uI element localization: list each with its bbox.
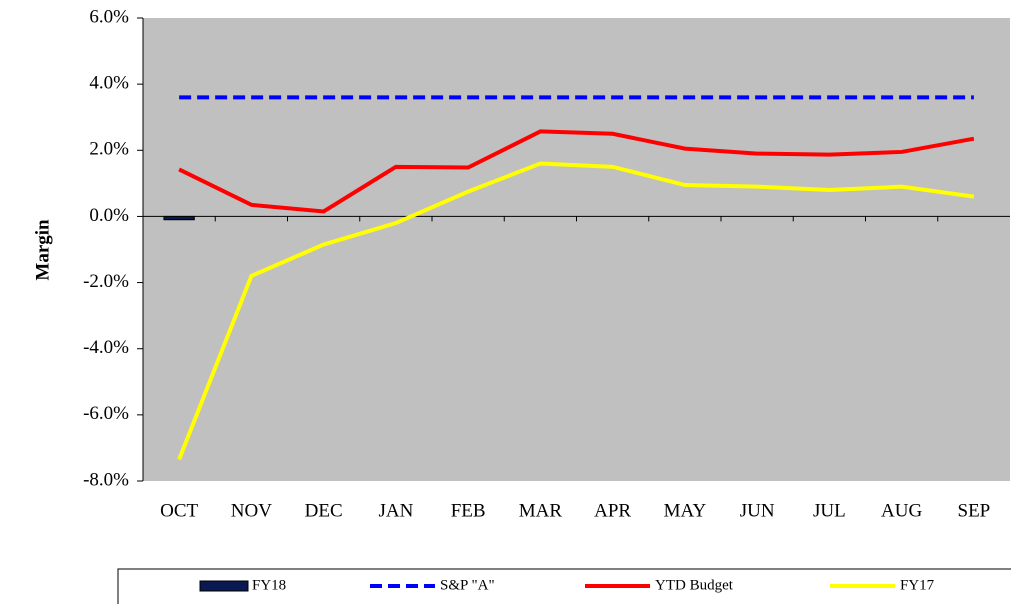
x-tick-label: JAN <box>378 500 413 521</box>
y-tick-label: 0.0% <box>89 205 129 226</box>
x-tick-label: MAY <box>664 500 707 521</box>
x-tick-label: AUG <box>881 500 922 521</box>
y-tick-label: -4.0% <box>83 337 129 358</box>
x-tick-label: NOV <box>231 500 272 521</box>
y-tick-label: -8.0% <box>83 469 129 490</box>
line <box>178 129 975 214</box>
legend-swatch <box>199 580 249 592</box>
y-axis-label: Margin <box>32 219 53 281</box>
y-tick-label: -2.0% <box>83 271 129 292</box>
x-tick-label: MAR <box>519 500 563 521</box>
bar <box>163 215 195 221</box>
y-tick-label: 4.0% <box>89 73 129 94</box>
legend-label: FY17 <box>900 577 935 593</box>
legend-label: S&P "A" <box>440 577 495 593</box>
y-tick-label: 6.0% <box>89 6 129 27</box>
x-tick-label: APR <box>594 500 631 521</box>
legend-label: YTD Budget <box>655 577 734 593</box>
x-tick-label: OCT <box>160 500 198 521</box>
x-tick-label: FEB <box>451 500 486 521</box>
x-tick-label: JUN <box>740 500 775 521</box>
legend-label: FY18 <box>252 577 286 593</box>
y-tick-label: -6.0% <box>83 403 129 424</box>
x-tick-label: SEP <box>958 500 991 521</box>
line <box>177 161 975 461</box>
plot-area <box>143 18 1010 481</box>
y-tick-label: 2.0% <box>89 139 129 160</box>
x-tick-label: DEC <box>305 500 343 521</box>
x-tick-label: JUL <box>813 500 846 521</box>
